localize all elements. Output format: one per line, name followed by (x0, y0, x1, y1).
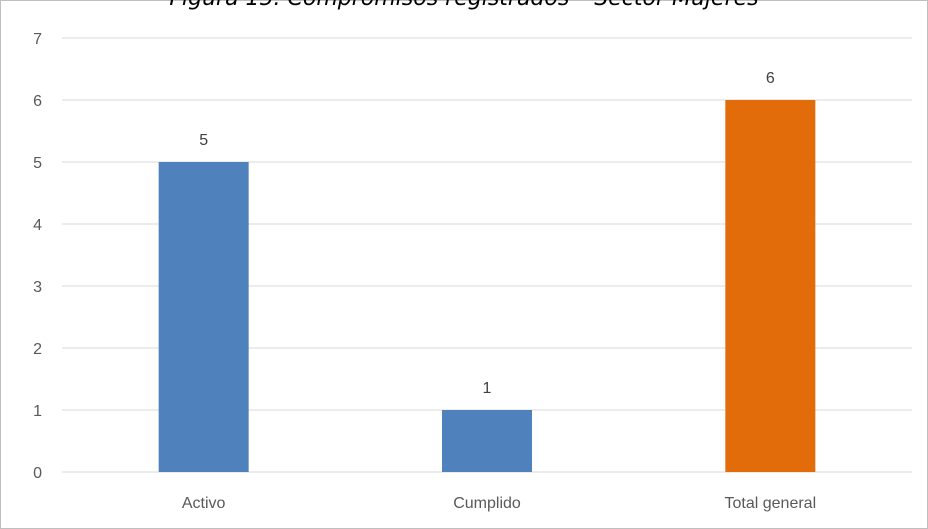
y-tick-label: 3 (33, 279, 42, 296)
bar (442, 410, 532, 472)
y-tick-label: 5 (33, 155, 42, 172)
y-tick-label: 1 (33, 403, 42, 420)
y-tick-label: 7 (33, 31, 42, 48)
data-label: 1 (483, 380, 492, 397)
y-tick-label: 2 (33, 341, 42, 358)
x-category-label: Cumplido (453, 495, 521, 512)
x-category-label: Activo (182, 495, 226, 512)
bar (725, 100, 816, 472)
bar (158, 162, 249, 472)
chart-title: Figura 15. Compromisos registrados – Sec… (0, 0, 928, 11)
y-tick-label: 4 (33, 217, 42, 234)
data-label: 5 (199, 132, 208, 149)
y-tick-label: 0 (33, 465, 42, 482)
x-category-label: Total general (725, 495, 817, 512)
y-tick-label: 6 (33, 93, 42, 110)
data-label: 6 (766, 70, 775, 87)
